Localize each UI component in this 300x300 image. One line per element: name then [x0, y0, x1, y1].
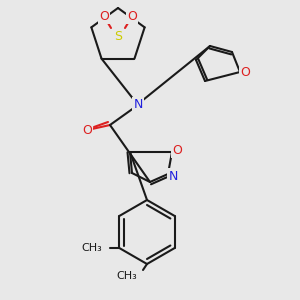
- Text: O: O: [172, 143, 182, 157]
- Text: CH₃: CH₃: [82, 243, 102, 253]
- Text: S: S: [114, 29, 122, 43]
- Text: N: N: [168, 169, 178, 182]
- Text: O: O: [127, 10, 137, 22]
- Text: CH₃: CH₃: [116, 271, 137, 281]
- Text: O: O: [99, 10, 109, 22]
- Text: O: O: [82, 124, 92, 137]
- Text: N: N: [133, 98, 143, 112]
- Text: O: O: [240, 65, 250, 79]
